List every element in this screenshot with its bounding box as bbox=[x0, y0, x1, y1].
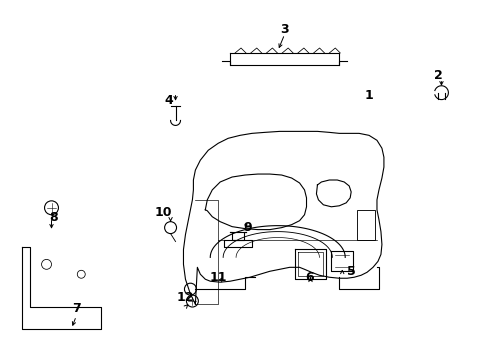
Text: 9: 9 bbox=[243, 221, 252, 234]
Text: 3: 3 bbox=[280, 23, 288, 36]
Text: 4: 4 bbox=[164, 94, 173, 107]
Text: 1: 1 bbox=[364, 89, 373, 102]
Text: 10: 10 bbox=[155, 206, 172, 219]
Text: 6: 6 bbox=[305, 271, 313, 284]
Text: 2: 2 bbox=[433, 69, 442, 82]
Text: 5: 5 bbox=[346, 265, 355, 278]
Text: 11: 11 bbox=[209, 271, 226, 284]
Text: 12: 12 bbox=[176, 291, 194, 303]
Text: 8: 8 bbox=[49, 211, 58, 224]
Text: 7: 7 bbox=[72, 302, 81, 315]
